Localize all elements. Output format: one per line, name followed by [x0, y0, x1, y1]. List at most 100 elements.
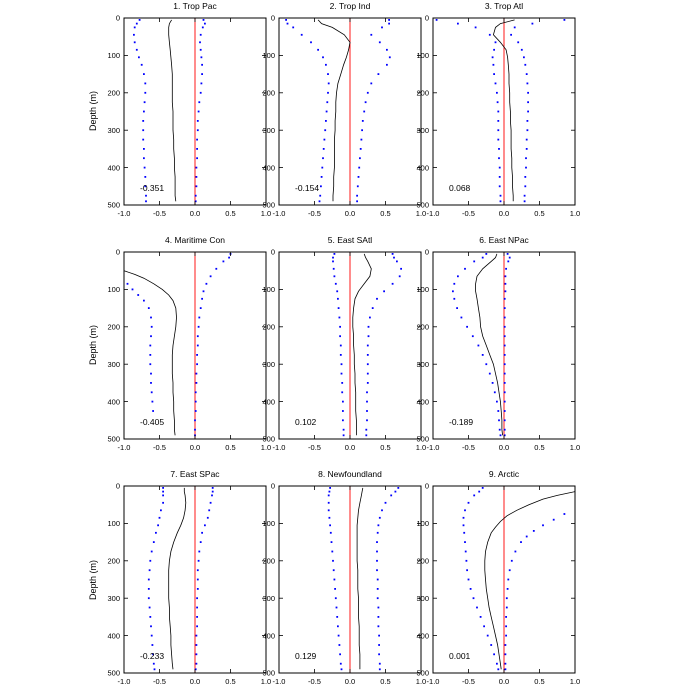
panel-5-data	[332, 253, 402, 437]
panel-6-spread-upper-point	[503, 410, 506, 412]
panel-5-spread-lower-point	[342, 410, 344, 412]
panel-1-x-tick-label: 1.0	[261, 209, 271, 218]
panel-9-x-tick-label: 0.5	[534, 677, 544, 686]
panel-4-spread-upper-point	[202, 290, 205, 293]
panel-6-spread-lower-point	[498, 419, 500, 422]
panel-7-title: 7. East SPac	[170, 469, 220, 479]
panel-8-spread-lower-point	[339, 662, 342, 665]
panel-7-spread-lower-point	[158, 516, 161, 519]
panel-9-y-tick-label: 300	[416, 594, 429, 603]
panel-8-spread-lower-point	[334, 597, 337, 600]
panel-4-y-tick-label: 400	[107, 397, 120, 406]
panel-1-y-tick-label: 100	[107, 51, 120, 60]
panel-2-spread-upper-point	[359, 157, 361, 160]
panel-5-spread-upper-point	[396, 260, 398, 263]
panel-3-spread-upper-point	[527, 91, 529, 94]
panel-2-spread-upper-point	[366, 91, 369, 94]
panel-1-x-tick-label: -1.0	[118, 209, 131, 218]
panel-1-y-tick-label: 0	[116, 14, 120, 23]
panel-4-y-tick-label: 0	[116, 248, 120, 257]
panel-5-spread-lower-point	[333, 253, 336, 255]
panel-4-spread-lower-point	[137, 294, 140, 296]
panel-3-y-tick-label: 200	[416, 89, 429, 98]
panel-8: 8. Newfoundland -1.0 -0.5 0.0 0.5 1.0 0 100 200 3…	[262, 469, 426, 686]
panel-5-spread-lower-point	[336, 290, 339, 293]
panel-7-spread-lower-point	[162, 487, 164, 489]
panel-8-spread-upper-point	[378, 653, 380, 656]
panel-4-title: 4. Maritime Con	[165, 235, 225, 245]
panel-7-spread-lower-point	[151, 644, 154, 646]
panel-4-x-tick-label: -0.5	[153, 443, 166, 452]
panel-5-x-tick-label: -0.5	[308, 443, 321, 452]
panel-5-spread-upper-point	[366, 363, 369, 366]
panel-1-spread-lower-point	[135, 48, 138, 51]
panel-1-spread-upper-point	[196, 148, 198, 150]
panel-1-spread-lower-point	[144, 176, 147, 178]
panel-7-value-label: -0.233	[140, 651, 164, 661]
panel-7-spread-lower-point	[152, 541, 155, 543]
panel-2-spread-upper-point	[388, 19, 390, 21]
panel-3-spread-lower-point	[488, 33, 491, 36]
panel-9-title: 9. Arctic	[489, 469, 520, 479]
panel-9-spread-lower-point	[466, 569, 468, 572]
panel-7-x-tick-label: 0.0	[190, 677, 200, 686]
panel-2-value-label: -0.154	[295, 183, 319, 193]
panel-6-spread-lower-point	[466, 325, 468, 328]
panel-7-spread-lower-point	[162, 490, 164, 493]
panel-9-spread-upper-point	[505, 616, 507, 618]
panel-8-spread-upper-point	[376, 559, 378, 562]
panel-8-spread-upper-point	[378, 644, 380, 646]
panel-4-y-tick-label: 500	[107, 435, 120, 444]
panel-2-spread-upper-point	[381, 26, 383, 29]
panel-9-y-tick-label: 100	[416, 519, 429, 528]
panel-7-spread-upper-point	[196, 597, 198, 600]
panel-9-spread-upper-point	[505, 625, 507, 628]
panel-3-spread-upper-point	[527, 101, 529, 104]
panel-7-spread-lower-point	[147, 578, 150, 581]
panel-5-spread-upper-point	[376, 297, 378, 300]
panel-6-y-tick-label: 300	[416, 360, 429, 369]
panel-1-x-tick-label: -0.5	[153, 209, 166, 218]
panel-7-spread-upper-point	[196, 588, 199, 590]
panel-4-spread-upper-point	[215, 267, 218, 270]
panel-2-data	[285, 19, 391, 203]
panel-8-spread-lower-point	[328, 516, 331, 519]
panel-2-title: 2. Trop Ind	[330, 1, 371, 11]
panel-8-spread-upper-point	[376, 578, 379, 581]
panel-1-spread-upper-point	[204, 22, 206, 25]
panel-5-spread-lower-point	[332, 260, 334, 263]
panel-6-spread-lower-point	[453, 297, 456, 300]
panel-2-spread-lower-point	[318, 200, 321, 203]
panel-1-title: 1. Trop Pac	[173, 1, 217, 11]
panel-8-spread-lower-point	[335, 606, 338, 609]
panel-1-spread-lower-point	[145, 200, 147, 203]
panel-4-spread-upper-point	[194, 428, 196, 431]
panel-2-spread-upper-point	[363, 110, 366, 113]
panel-3-spread-upper-point	[526, 82, 529, 85]
panel-2-spread-upper-point	[361, 120, 364, 122]
panel-3-y-tick-label: 100	[416, 51, 429, 60]
panel-1-value-label: -0.351	[140, 183, 164, 193]
panel-1-spread-lower-point	[144, 82, 147, 85]
panel-6-spread-lower-point	[497, 410, 500, 412]
panel-5-y-tick-label: 200	[262, 323, 275, 332]
panel-8-spread-lower-point	[329, 531, 332, 534]
panel-1: 1. Trop Pac -1.0 -0.5 0.0 0.5 1.0 0 100 200 300 40…	[107, 1, 271, 218]
panel-9-y-tick-label: 500	[416, 669, 429, 678]
panel-9-spread-lower-point	[490, 644, 493, 646]
panel-2-spread-lower-point	[320, 176, 323, 178]
panel-7-x-tick-label: -1.0	[118, 677, 131, 686]
panel-3-spread-lower-point	[498, 176, 501, 178]
panel-9-spread-lower-point	[497, 668, 500, 671]
panel-3-y-tick-label: 500	[416, 201, 429, 210]
panel-9-spread-upper-point	[504, 662, 507, 665]
panel-6-spread-upper-point	[503, 354, 506, 356]
panel-7-spread-upper-point	[196, 569, 199, 572]
panel-6-y-tick-label: 0	[425, 248, 429, 257]
panel-6-spread-upper-point	[504, 290, 507, 293]
panel-2-spread-lower-point	[286, 22, 289, 25]
panel-7-spread-lower-point	[150, 634, 153, 637]
panel-9-spread-upper-point	[542, 524, 544, 527]
panel-1-spread-upper-point	[195, 176, 198, 178]
panel-2-spread-lower-point	[326, 101, 329, 104]
